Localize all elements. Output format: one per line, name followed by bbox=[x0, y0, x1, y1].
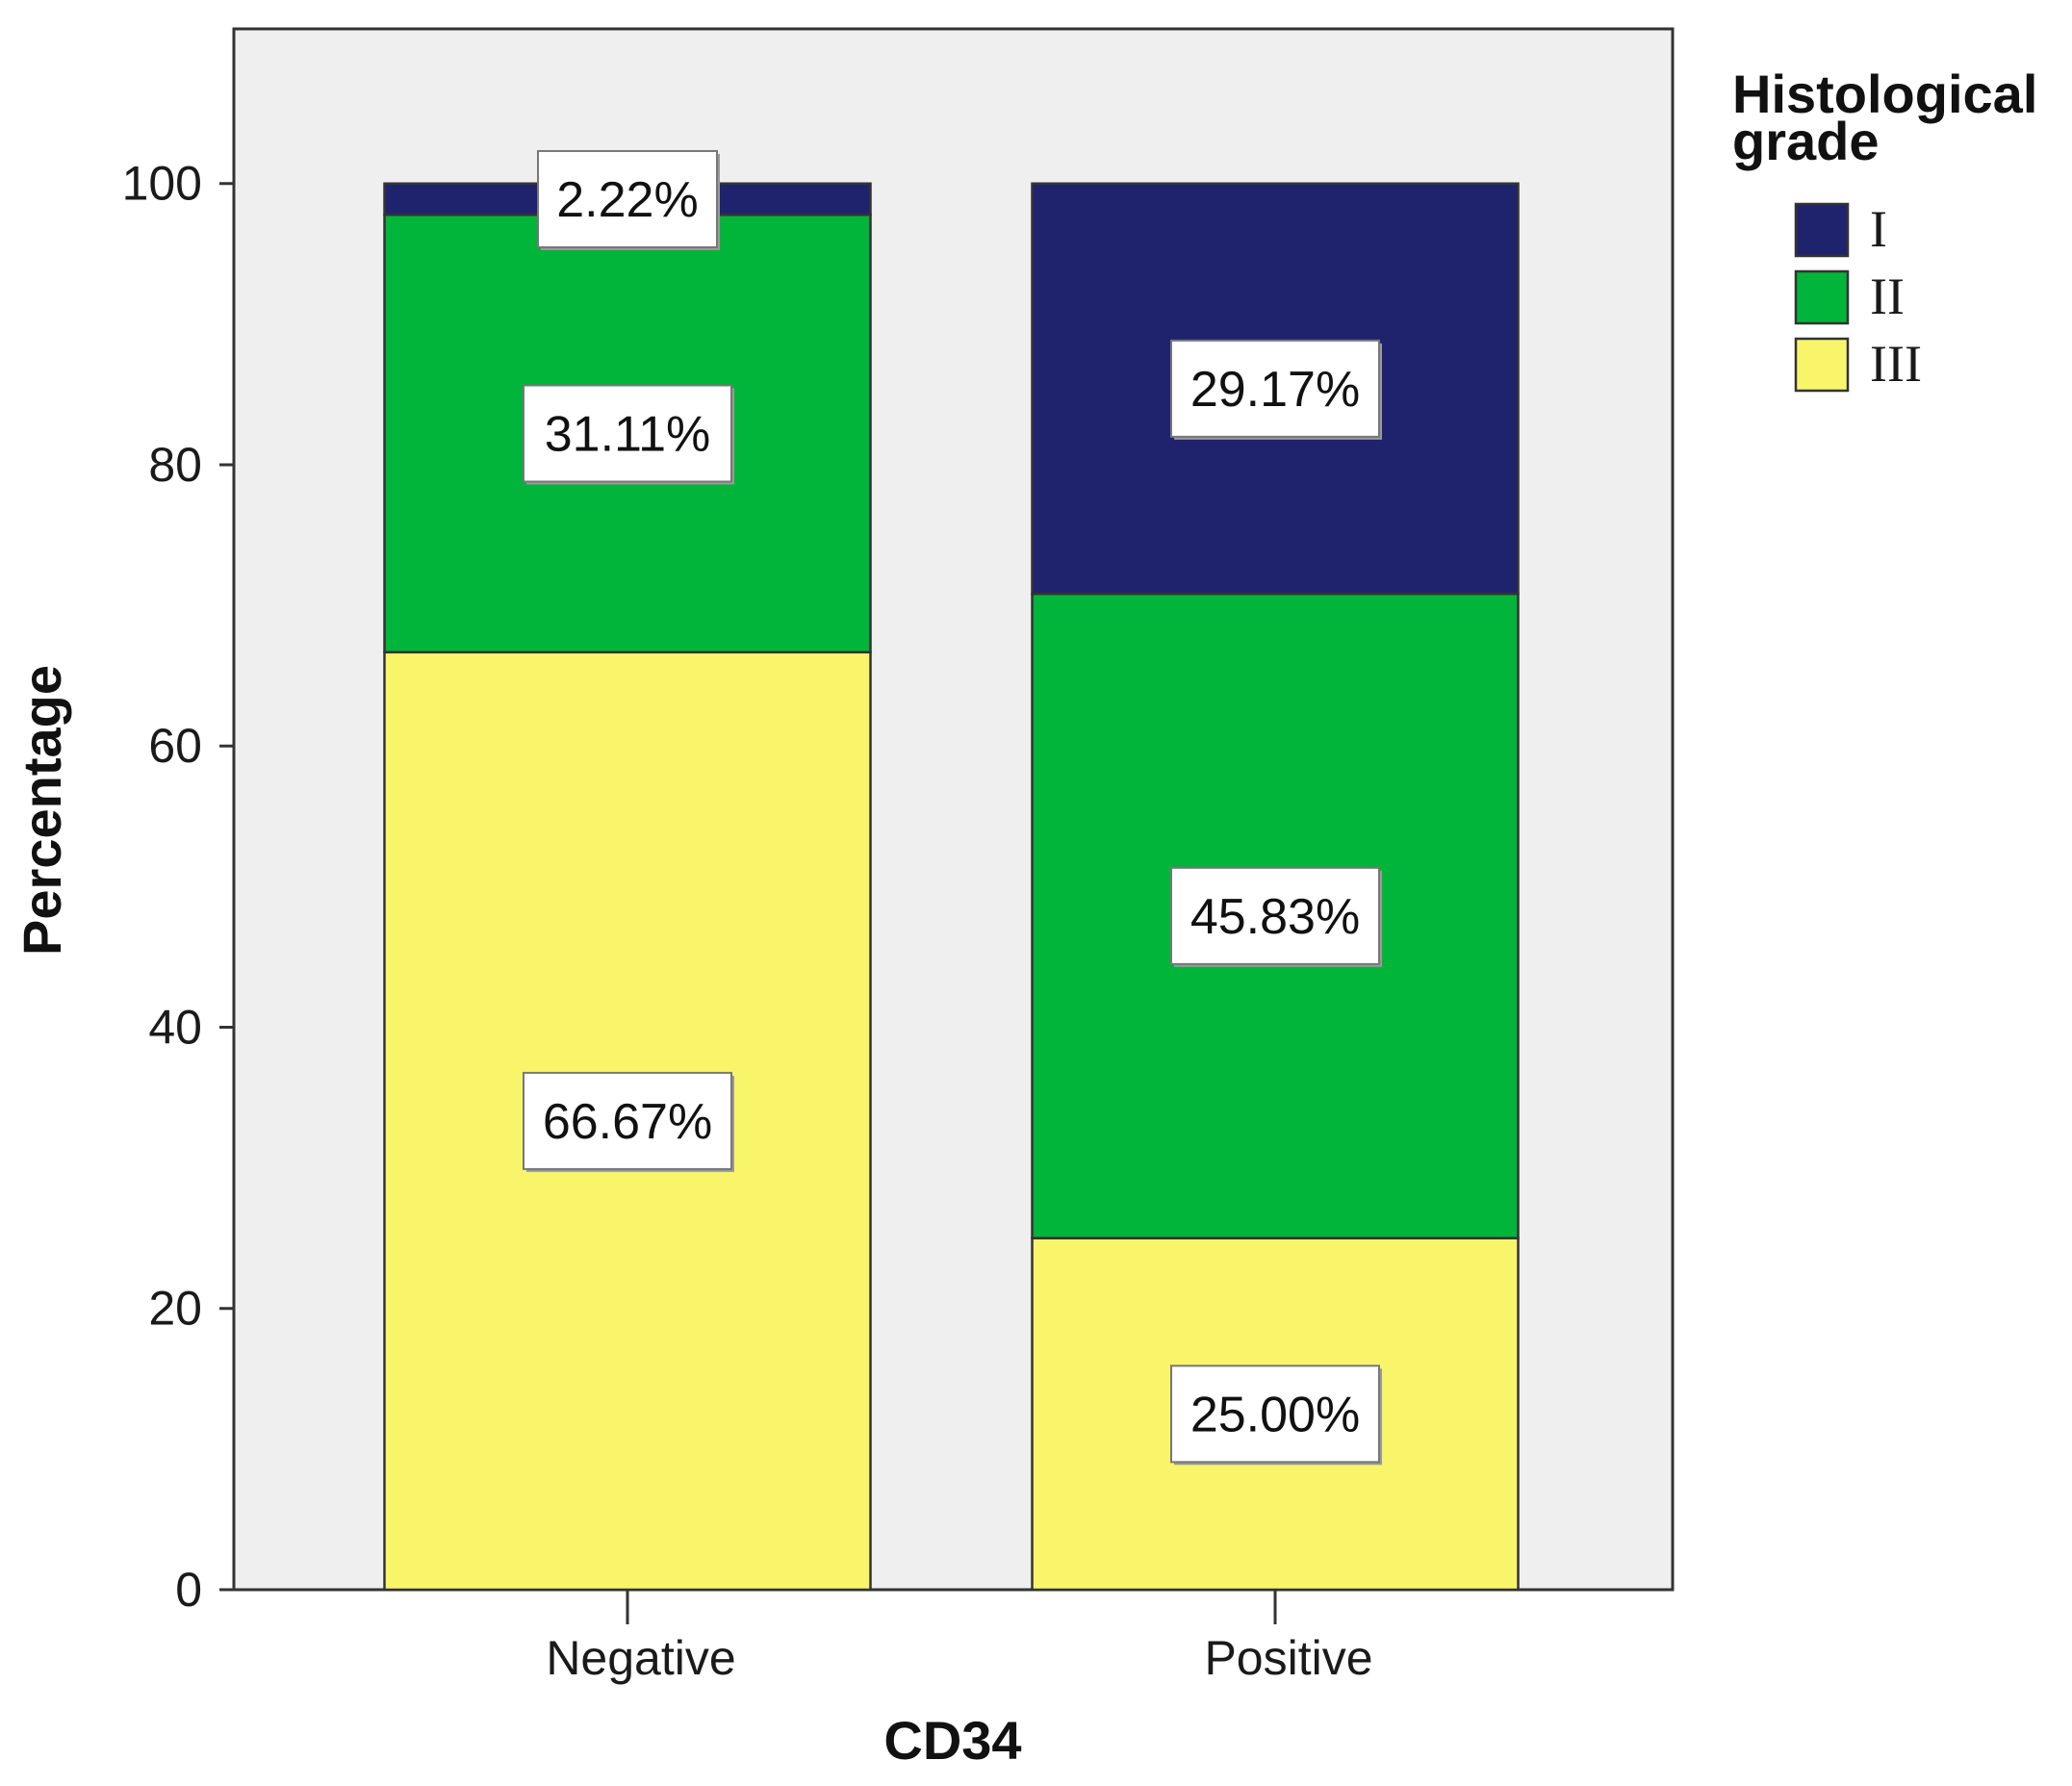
x-axis-title: CD34 bbox=[883, 1710, 1021, 1771]
data-label-positive-grade-i: 29.17% bbox=[1170, 339, 1382, 440]
data-label-negative-grade-ii: 31.11% bbox=[523, 384, 734, 485]
legend-swatch-grade-i bbox=[1794, 202, 1850, 258]
x-tick-label-positive: Positive bbox=[1204, 1631, 1372, 1685]
data-label-box bbox=[523, 384, 732, 483]
x-axis: Negative Positive bbox=[546, 1590, 1373, 1685]
data-label-box bbox=[1170, 866, 1380, 965]
data-label-text: 25.00% bbox=[1190, 1387, 1360, 1442]
legend-swatch-grade-ii bbox=[1794, 269, 1850, 325]
y-tick-label-40: 40 bbox=[148, 1000, 202, 1054]
data-label-positive-grade-iii: 25.00% bbox=[1170, 1365, 1382, 1466]
x-tick-label-negative: Negative bbox=[546, 1631, 735, 1685]
y-tick-label-60: 60 bbox=[148, 719, 202, 773]
data-label-positive-grade-ii: 45.83% bbox=[1170, 866, 1382, 967]
legend-label-grade-ii: II bbox=[1870, 268, 1905, 325]
y-tick-label-0: 0 bbox=[175, 1563, 202, 1617]
data-labels-group: 66.67% 31.11% 2.22% 25.00% 45.83% 29.17% bbox=[523, 149, 1382, 1466]
legend-title-line-1: Histological bbox=[1732, 64, 2037, 124]
legend-title-line-2: grade bbox=[1732, 111, 1880, 171]
data-label-box bbox=[1170, 339, 1380, 438]
data-label-negative-grade-i: 2.22% bbox=[537, 149, 720, 250]
legend-label-grade-i: I bbox=[1870, 200, 1887, 258]
y-axis-title: Percentage bbox=[12, 665, 72, 956]
y-tick-label-100: 100 bbox=[122, 157, 202, 211]
data-label-negative-grade-iii: 66.67% bbox=[523, 1071, 734, 1172]
y-axis: 0 20 40 60 80 100 bbox=[122, 157, 234, 1617]
data-label-text: 29.17% bbox=[1190, 362, 1360, 418]
legend-swatch-grade-iii bbox=[1794, 337, 1850, 393]
data-label-text: 31.11% bbox=[545, 406, 711, 462]
data-label-text: 45.83% bbox=[1190, 889, 1360, 945]
data-label-text: 2.22% bbox=[556, 172, 698, 228]
data-label-box bbox=[537, 149, 718, 248]
data-label-box bbox=[1170, 1365, 1380, 1464]
data-label-text: 66.67% bbox=[543, 1094, 712, 1150]
data-label-box bbox=[523, 1071, 732, 1170]
legend-label-grade-iii: III bbox=[1870, 335, 1922, 393]
y-tick-label-20: 20 bbox=[148, 1282, 202, 1336]
y-tick-label-80: 80 bbox=[148, 438, 202, 492]
